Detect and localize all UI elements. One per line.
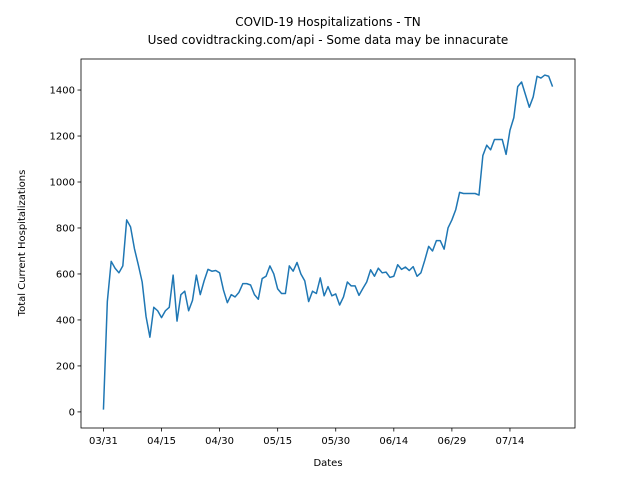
x-tick-label: 04/30 [205,436,234,447]
plot-frame [80,58,576,429]
y-tick-label: 1000 [50,178,75,189]
x-tick-label: 04/15 [147,436,176,447]
y-tick-label: 400 [56,315,75,326]
x-tick-label: 05/30 [321,436,350,447]
y-tick-label: 0 [69,407,75,418]
x-tick-label: 06/14 [379,436,408,447]
x-tick-label: 03/31 [89,436,118,447]
y-tick-label: 1400 [50,86,75,97]
x-tick-label: 06/29 [437,436,466,447]
y-axis-label: Total Current Hospitalizations [17,170,28,318]
x-axis-label: Dates [313,458,342,469]
data-line [102,74,554,410]
x-tick-label: 05/15 [263,436,292,447]
chart-title: COVID-19 Hospitalizations - TN [235,15,420,29]
y-tick-label: 1200 [50,132,75,143]
y-tick-label: 600 [56,269,75,280]
chart-subtitle: Used covidtracking.com/api - Some data m… [148,33,509,47]
y-tick-label: 200 [56,361,75,372]
x-tick-label: 07/14 [496,436,525,447]
y-tick-label: 800 [56,223,75,234]
